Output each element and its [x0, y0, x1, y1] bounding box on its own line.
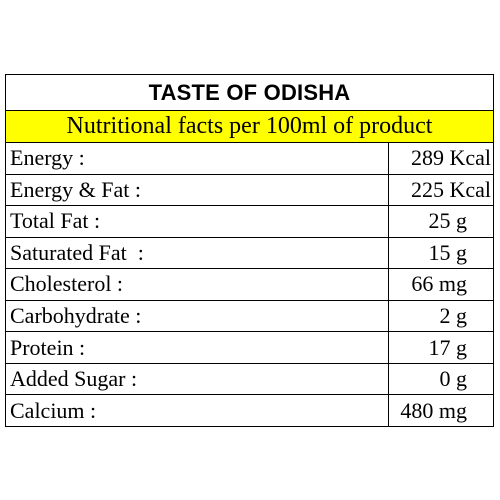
nutrient-amount: 0 g — [439, 366, 468, 392]
nutrition-table: TASTE OF ODISHA Nutritional facts per 10… — [5, 74, 494, 427]
nutrient-amount: 15 g — [428, 239, 468, 265]
nutrient-name: Saturated Fat : — [6, 237, 389, 269]
nutrient-name: Added Sugar : — [6, 363, 389, 395]
nutrient-amount: 25 g — [428, 208, 468, 234]
table-row: Carbohydrate : 2 g — [6, 300, 493, 333]
table-row: Cholesterol : 66 mg — [6, 269, 493, 301]
nutrient-name: Protein : — [6, 332, 389, 363]
nutrient-amount: 225 Kcal — [410, 176, 491, 202]
table-row: Energy : 289 Kcal — [6, 143, 493, 175]
brand-title: TASTE OF ODISHA — [6, 75, 493, 111]
nutrient-amount: 480 mg — [400, 398, 467, 424]
nutrient-amount: 289 Kcal — [410, 145, 491, 171]
nutrient-amount: 2 g — [439, 303, 468, 328]
table-row: Calcium : 480 mg — [6, 395, 493, 427]
nutrition-header: Nutritional facts per 100ml of product — [6, 111, 493, 143]
nutrient-rows: Energy : 289 Kcal Energy & Fat : 225 Kca… — [6, 143, 493, 427]
nutrient-name: Total Fat : — [6, 206, 389, 237]
nutrient-amount: 17 g — [428, 334, 468, 360]
table-row: Added Sugar : 0 g — [6, 363, 493, 396]
nutrient-name: Carbohydrate : — [6, 300, 389, 332]
nutrient-name: Cholesterol : — [6, 269, 389, 300]
table-row: Saturated Fat : 15 g — [6, 237, 493, 270]
nutrient-name: Energy & Fat : — [6, 174, 389, 206]
nutrient-name: Energy : — [6, 143, 389, 174]
table-row: Protein : 17 g — [6, 332, 493, 364]
nutrient-name: Calcium : — [6, 395, 389, 427]
table-row: Total Fat : 25 g — [6, 206, 493, 238]
table-row: Energy & Fat : 225 Kcal — [6, 174, 493, 207]
nutrient-amount: 66 mg — [411, 271, 467, 297]
